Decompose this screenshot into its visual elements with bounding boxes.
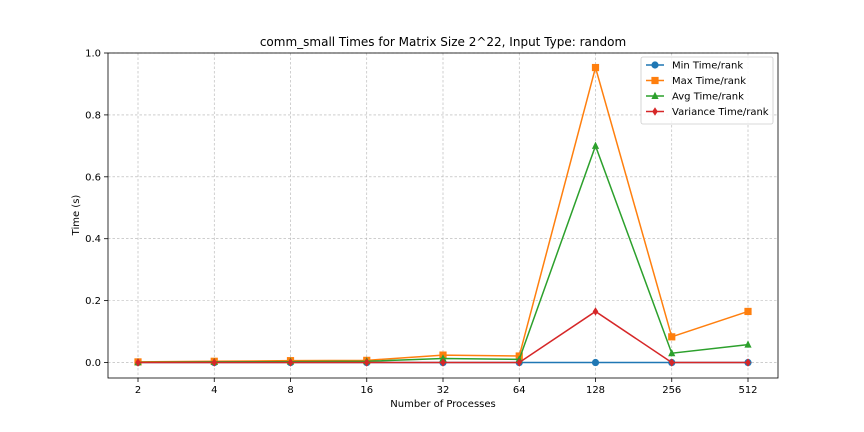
x-tick-label: 256	[662, 385, 681, 396]
data-point	[591, 358, 600, 367]
x-axis: 2 4 8 16 32 64 128 256 512	[135, 378, 758, 396]
y-tick-label: 0.2	[85, 296, 101, 307]
x-tick-label: 8	[287, 385, 293, 396]
data-point	[439, 354, 447, 362]
x-tick-label: 32	[437, 385, 450, 396]
legend-label: Min Time/rank	[672, 61, 743, 72]
series-layer	[134, 63, 752, 367]
legend-marker	[652, 107, 658, 116]
data-point	[668, 358, 675, 367]
legend-label: Avg Time/rank	[672, 92, 744, 103]
data-point	[363, 358, 370, 367]
legend-marker	[651, 91, 659, 99]
y-tick-label: 1.0	[85, 49, 101, 60]
legend-entry: Variance Time/rank	[646, 107, 769, 118]
data-point	[440, 358, 446, 367]
x-tick-label: 512	[738, 385, 757, 396]
legend-marker	[651, 61, 659, 69]
legend-label: Max Time/rank	[672, 76, 746, 87]
x-tick-label: 64	[513, 385, 526, 396]
legend: Min Time/rank Max Time/rank Avg Time/rank V…	[640, 56, 774, 125]
data-point	[591, 141, 600, 149]
x-tick-label: 16	[360, 385, 373, 396]
legend-entry: Avg Time/rank	[646, 92, 744, 103]
x-tick-label: 128	[586, 385, 605, 396]
chart-title: comm_small Times for Matrix Size 2^22, I…	[260, 35, 626, 49]
x-axis-label: Number of Processes	[390, 399, 495, 410]
legend-entry: Min Time/rank	[646, 61, 743, 72]
legend-marker	[651, 76, 659, 85]
y-tick-label: 0.8	[85, 110, 101, 121]
data-point	[668, 333, 676, 341]
y-tick-label: 0.0	[85, 358, 101, 369]
legend-box	[640, 56, 774, 125]
data-point	[592, 307, 599, 316]
data-point	[287, 358, 294, 367]
x-tick-label: 4	[211, 385, 217, 396]
data-point	[744, 340, 752, 348]
legend-label: Variance Time/rank	[672, 107, 769, 118]
y-axis-label: Time (s)	[71, 195, 82, 237]
data-point	[744, 307, 752, 316]
data-point	[745, 358, 751, 367]
data-point	[211, 358, 218, 367]
legend-entry: Max Time/rank	[646, 76, 746, 87]
series-variance-time-rank	[135, 307, 751, 367]
data-point	[668, 349, 676, 357]
data-point	[591, 63, 600, 72]
y-tick-label: 0.4	[85, 234, 101, 245]
data-point	[135, 358, 141, 367]
x-tick-label: 2	[135, 385, 141, 396]
data-point	[516, 358, 523, 367]
y-axis: 0.0 0.2 0.4 0.6 0.8 1.0	[85, 49, 108, 369]
y-tick-label: 0.6	[85, 172, 101, 183]
